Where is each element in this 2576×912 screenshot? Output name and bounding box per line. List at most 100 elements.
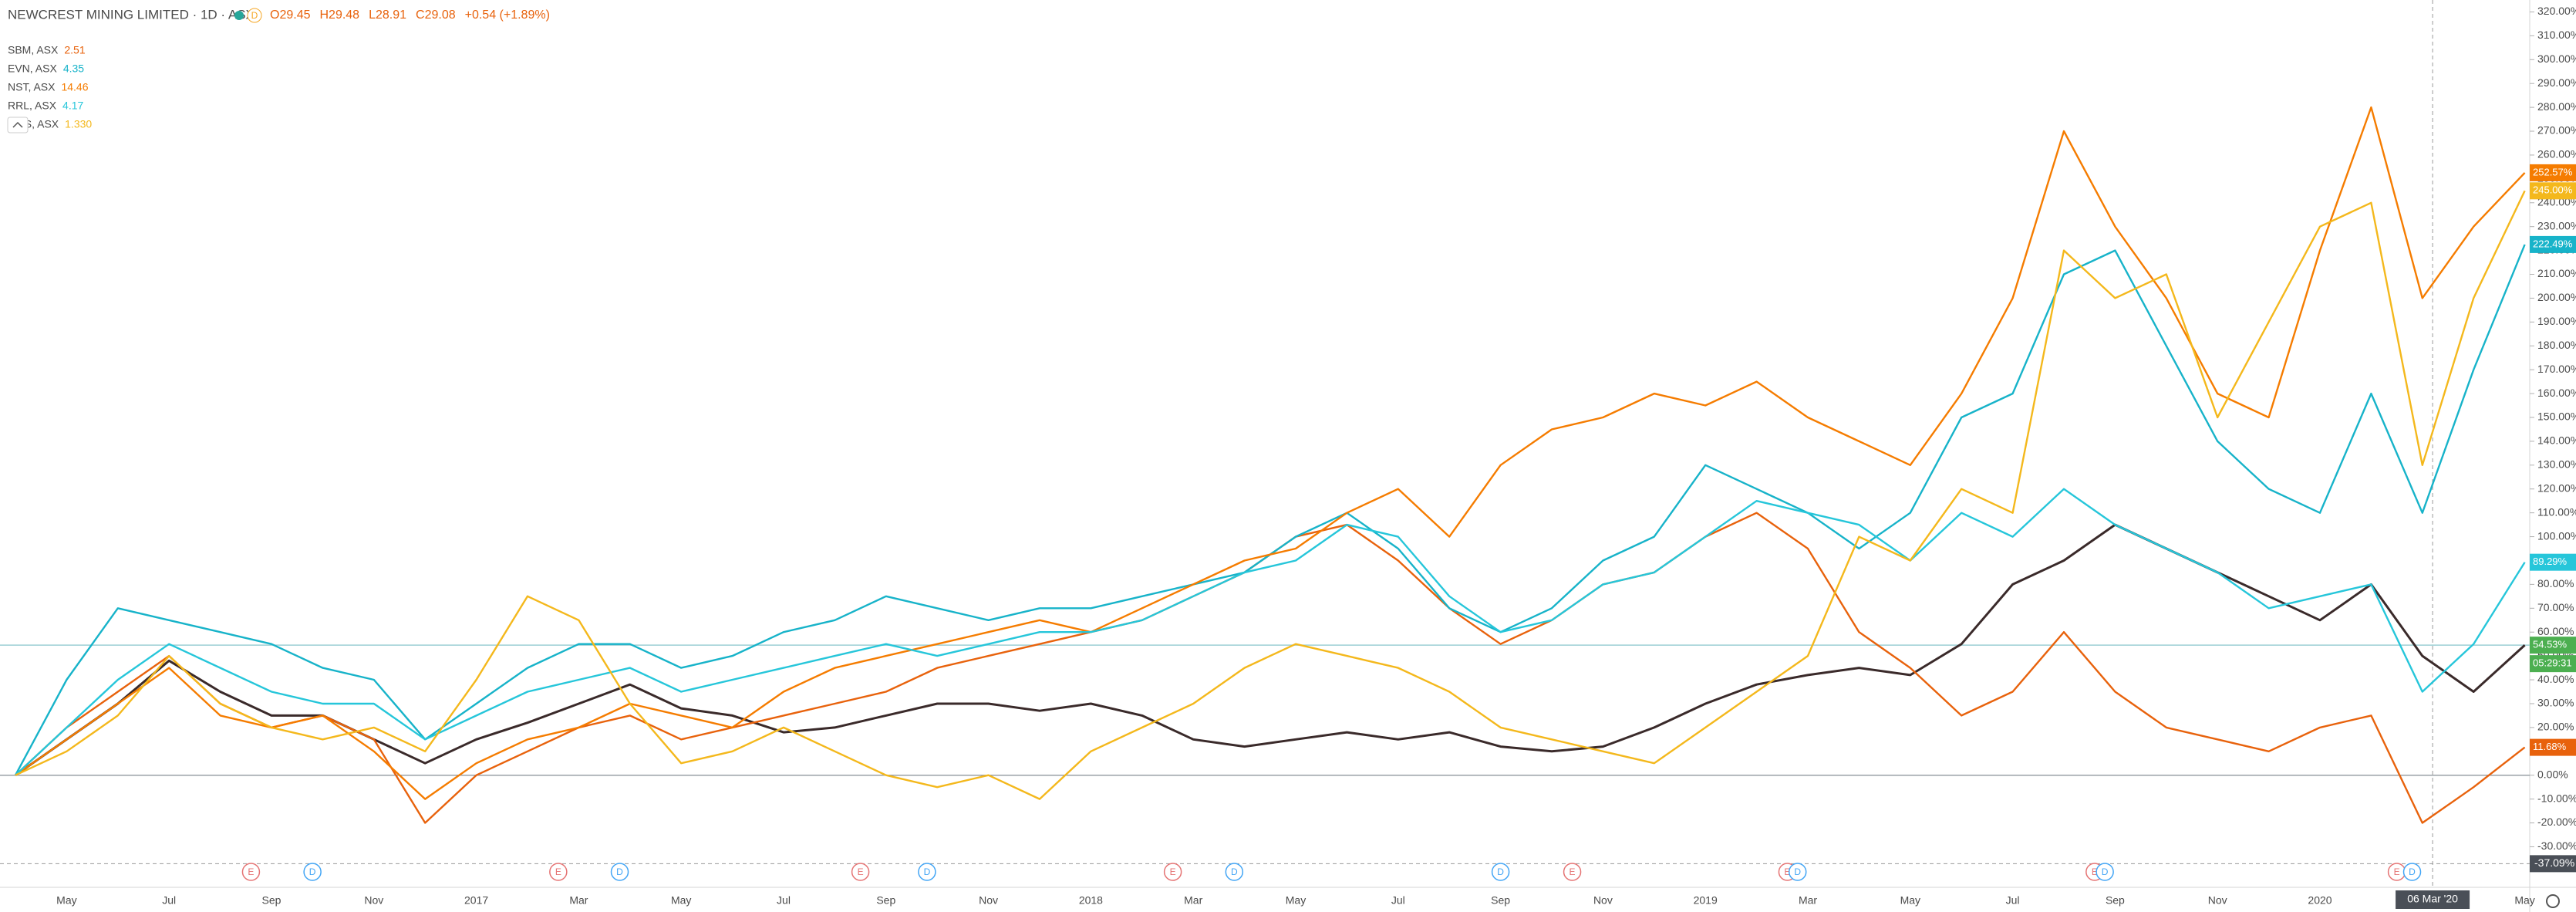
event-marker (1788, 863, 1807, 881)
y-tick-label: 270.00% (2537, 124, 2576, 137)
x-tick-label: 2019 (1694, 894, 1718, 907)
event-label: E (858, 866, 864, 877)
x-tick-label: May (2514, 894, 2534, 907)
y-tick-label: 0.00% (2537, 768, 2568, 780)
series-line (15, 488, 2526, 776)
y-tick-label: 130.00% (2537, 458, 2576, 471)
x-tick-label: Mar (1184, 894, 1202, 907)
last-value-badge (2530, 182, 2576, 200)
event-label: D (2102, 866, 2109, 877)
last-value-label: 245.00% (2533, 184, 2573, 196)
event-label: D (616, 866, 623, 877)
x-tick-label: Mar (569, 894, 588, 907)
legend-name: EVN, ASX (8, 62, 57, 75)
y-tick-label: 200.00% (2537, 291, 2576, 303)
x-tick-label: Nov (364, 894, 383, 907)
y-tick-label: 60.00% (2537, 625, 2574, 637)
last-value-label: 222.49% (2533, 238, 2573, 249)
ohlc-value: O29.45 (270, 8, 311, 22)
y-tick-label: 20.00% (2537, 721, 2574, 733)
crosshair-x-badge (2396, 890, 2470, 909)
y-tick-label: -10.00% (2537, 792, 2576, 804)
y-tick-label: 290.00% (2537, 76, 2576, 89)
event-marker (303, 863, 322, 881)
event-label: E (1570, 866, 1576, 877)
y-tick-label: 170.00% (2537, 363, 2576, 375)
last-value-badge (2530, 235, 2576, 253)
x-tick-label: May (1900, 894, 1920, 907)
last-value-badge (2530, 553, 2576, 571)
x-tick-label: Sep (1491, 894, 1510, 907)
ohlc-value: L28.91 (369, 8, 406, 22)
y-tick-label: 120.00% (2537, 481, 2576, 494)
y-tick-label: 300.00% (2537, 52, 2576, 65)
ohlc-value: H29.48 (319, 8, 359, 22)
event-marker (610, 863, 629, 881)
event-label: D (1794, 866, 1801, 877)
x-tick-label: 2017 (464, 894, 488, 907)
x-tick-label: May (671, 894, 691, 907)
event-marker (2402, 863, 2422, 881)
series-line (15, 106, 2526, 800)
event-marker (851, 863, 870, 881)
countdown-badge (2530, 655, 2576, 673)
series-line (15, 190, 2526, 800)
last-value-label: 54.53% (2533, 639, 2568, 650)
x-tick-label: Sep (262, 894, 282, 907)
y-tick-label: 180.00% (2537, 339, 2576, 351)
chart-title: NEWCREST MINING LIMITED · 1D · ASX (8, 7, 255, 22)
x-tick-label: 2018 (1079, 894, 1103, 907)
last-value-label: 11.68% (2533, 741, 2567, 752)
badge-label: D (251, 10, 258, 21)
collapse-button[interactable] (7, 117, 29, 133)
y-tick-label: 150.00% (2537, 410, 2576, 423)
y-tick-label: 30.00% (2537, 697, 2574, 709)
collapse-icon (12, 121, 23, 128)
legend-name: RRL, ASX (8, 100, 57, 112)
event-marker (1491, 863, 1510, 881)
crosshair-x-label: 06 Mar '20 (2407, 893, 2458, 905)
crosshair-y-label: -37.09% (2534, 856, 2574, 869)
event-label: E (1170, 866, 1176, 877)
series-line (15, 523, 2526, 776)
x-tick-label: Jul (2006, 894, 2020, 907)
legend-name: SBM, ASX (8, 44, 59, 56)
y-tick-label: 160.00% (2537, 387, 2576, 399)
crosshair-y-badge (2530, 855, 2576, 873)
x-tick-label: Jul (1391, 894, 1405, 907)
x-tick-label: Nov (1593, 894, 1613, 907)
legend-name: NST, ASX (8, 81, 56, 93)
x-tick-label: Sep (2106, 894, 2125, 907)
settings-icon[interactable] (2546, 894, 2560, 908)
y-tick-label: -30.00% (2537, 839, 2576, 852)
last-value-badge (2530, 164, 2576, 181)
y-tick-label: 40.00% (2537, 673, 2574, 685)
y-tick-label: 210.00% (2537, 267, 2576, 279)
y-tick-label: 190.00% (2537, 315, 2576, 327)
x-tick-label: May (56, 894, 76, 907)
ohlc-value: C29.08 (416, 8, 456, 22)
y-tick-label: 70.00% (2537, 601, 2574, 613)
event-label: D (2409, 866, 2416, 877)
event-marker (241, 863, 261, 881)
y-tick-label: -20.00% (2537, 816, 2576, 828)
x-tick-label: Sep (876, 894, 895, 907)
y-tick-label: 310.00% (2537, 29, 2576, 41)
event-label: E (2394, 866, 2400, 877)
y-tick-label: 140.00% (2537, 434, 2576, 447)
x-tick-label: Nov (979, 894, 998, 907)
x-tick-label: 2020 (2308, 894, 2332, 907)
ohlc-value: +0.54 (+1.89%) (465, 8, 550, 22)
y-tick-label: 110.00% (2537, 505, 2576, 518)
x-tick-label: Nov (2208, 894, 2227, 907)
status-dot (234, 11, 244, 20)
legend-price: 14.46 (61, 81, 88, 93)
y-tick-label: 230.00% (2537, 219, 2576, 231)
event-label: E (1784, 866, 1790, 877)
x-tick-label: Jul (777, 894, 791, 907)
event-marker (1225, 863, 1244, 881)
event-label: D (309, 866, 316, 877)
x-tick-label: Jul (162, 894, 176, 907)
legend-price: 4.17 (62, 100, 83, 112)
